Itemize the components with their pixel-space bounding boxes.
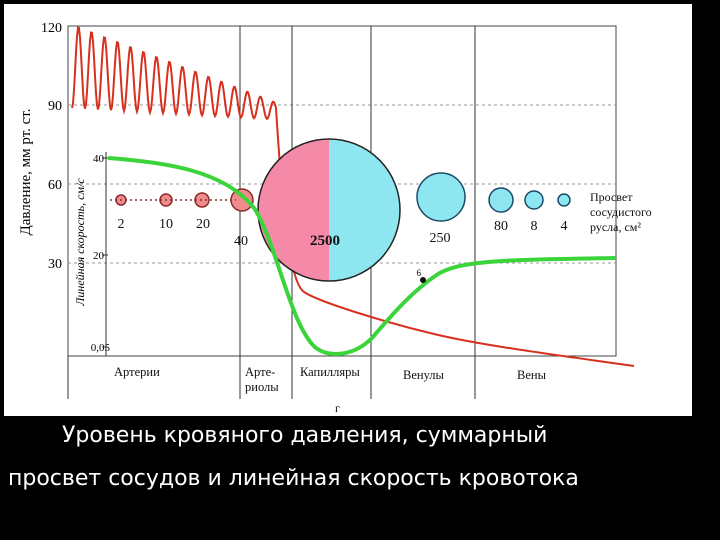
- lumen-circle-40: [230, 188, 254, 212]
- lumen-value-8: 8: [531, 219, 538, 234]
- lumen-value-40: 40: [234, 234, 248, 249]
- lumen-circle-8: [524, 190, 544, 210]
- venous-circles: [416, 172, 571, 222]
- velocity-tick-20: 20: [93, 250, 105, 262]
- caption-line-2: просвет сосудов и линейная скорость кров…: [8, 466, 579, 491]
- lumen-value-250: 250: [430, 231, 451, 246]
- lumen-legend-line-3: русла, см²: [590, 220, 641, 234]
- lumen-value-2: 2: [118, 217, 125, 232]
- lumen-legend-line-1: Просвет: [590, 190, 633, 204]
- lumen-value-4: 4: [561, 219, 568, 234]
- lumen-value-80: 80: [494, 219, 508, 234]
- label-arterioles-2: риолы: [245, 380, 279, 394]
- lumen-circle-80: [488, 187, 514, 213]
- hemodynamics-diagram: Давление, мм рт. ст. 120 90 60 30 Линейн…: [18, 21, 652, 415]
- velocity-curve-point: [420, 277, 426, 283]
- lumen-circle-250: [416, 172, 466, 222]
- lumen-value-10: 10: [159, 217, 173, 232]
- vessel-labels: Артерии Арте- риолы Капилляры Венулы Вен…: [114, 365, 547, 394]
- lumen-circle-4: [557, 193, 571, 207]
- figure-letter: г: [335, 401, 340, 415]
- lumen-legend-line-2: сосудистого: [590, 205, 652, 219]
- pressure-tick-60: 60: [48, 178, 62, 193]
- velocity-tick-40: 40: [93, 153, 105, 165]
- velocity-tick-005: 0,05: [91, 342, 111, 354]
- velocity-point-label: 6: [417, 268, 422, 278]
- lumen-legend: Просвет сосудистого русла, см²: [590, 190, 652, 234]
- pressure-tick-120: 120: [41, 21, 62, 36]
- lumen-value-20: 20: [196, 217, 210, 232]
- pressure-tick-30: 30: [48, 257, 62, 272]
- capillary-circle-venous-half: [329, 139, 400, 281]
- label-capillaries: Капилляры: [300, 365, 360, 379]
- velocity-curve: [107, 156, 617, 356]
- label-venules: Венулы: [403, 368, 445, 382]
- label-arterioles-1: Арте-: [245, 365, 275, 379]
- pressure-tick-90: 90: [48, 99, 62, 114]
- diagram-panel: Давление, мм рт. ст. 120 90 60 30 Линейн…: [4, 4, 692, 416]
- capillary-circle-arterial-half: [258, 139, 329, 281]
- lumen-value-labels: 2 10 20 40 2500 250 80 8 4: [118, 217, 568, 249]
- caption-line-1: Уровень кровяного давления, суммарный: [62, 423, 548, 448]
- label-arteries: Артерии: [114, 365, 160, 379]
- lumen-value-2500: 2500: [310, 233, 340, 249]
- velocity-axis-label: Линейная скорость, см/с: [73, 178, 87, 307]
- pressure-axis-label: Давление, мм рт. ст.: [18, 109, 34, 236]
- capillary-circle-outline: [257, 138, 401, 282]
- label-veins: Вены: [517, 368, 547, 382]
